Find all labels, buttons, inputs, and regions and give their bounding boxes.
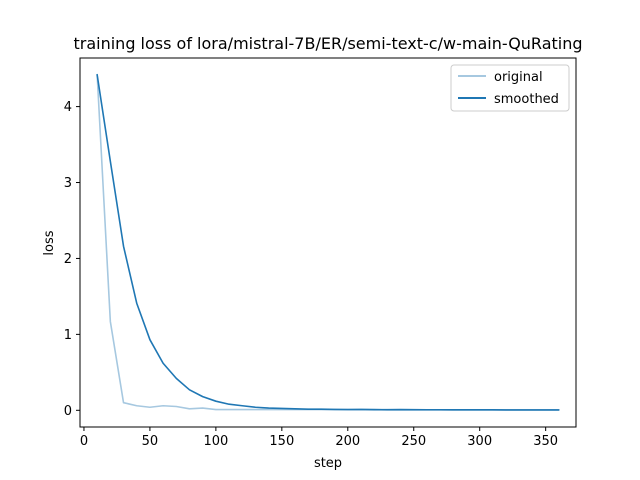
x-tick-label-50: 50 xyxy=(142,434,159,449)
legend-label-original: original xyxy=(494,70,543,85)
x-axis-label: step xyxy=(314,456,342,471)
legend-label-smoothed: smoothed xyxy=(494,92,559,107)
y-tick-label-3: 3 xyxy=(64,176,72,191)
x-tick-label-250: 250 xyxy=(401,434,426,449)
x-tick-label-350: 350 xyxy=(533,434,558,449)
x-tick-label-0: 0 xyxy=(80,434,88,449)
y-tick-label-2: 2 xyxy=(64,252,72,267)
plot-background xyxy=(80,58,576,427)
x-axis: 0 50 100 150 200 250 300 350 xyxy=(80,427,558,449)
x-tick-label-300: 300 xyxy=(467,434,492,449)
y-tick-label-0: 0 xyxy=(64,404,72,419)
x-tick-label-200: 200 xyxy=(335,434,360,449)
y-tick-label-4: 4 xyxy=(64,100,72,115)
plot-area xyxy=(79,57,577,428)
x-tick-label-150: 150 xyxy=(269,434,294,449)
chart-title: training loss of lora/mistral-7B/ER/semi… xyxy=(73,34,582,53)
y-axis: 0 1 2 3 4 xyxy=(64,100,80,419)
legend: original smoothed xyxy=(450,64,570,112)
series-line-smoothed xyxy=(96,73,560,411)
x-tick-label-100: 100 xyxy=(203,434,228,449)
y-axis-label: loss xyxy=(42,230,57,255)
series-layer xyxy=(96,73,560,411)
plot-frame xyxy=(79,57,577,428)
y-tick-label-1: 1 xyxy=(64,328,72,343)
